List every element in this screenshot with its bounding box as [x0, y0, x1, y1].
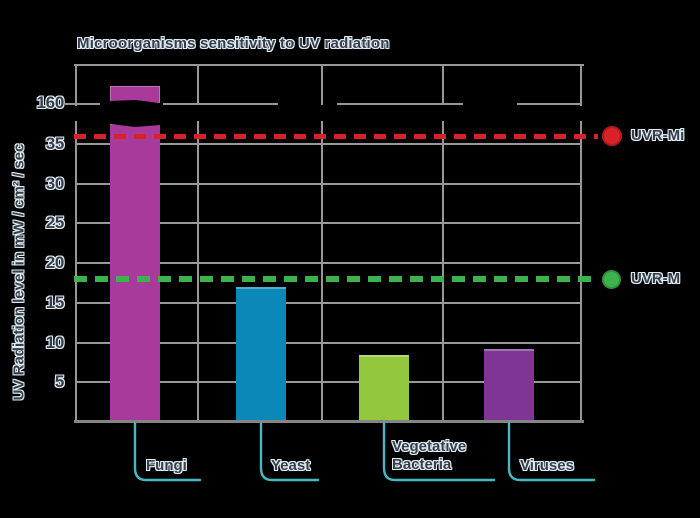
y-tick-label-30: 30	[45, 173, 65, 193]
reference-line-uvr-mi	[74, 133, 598, 139]
plot-top-border	[74, 64, 584, 66]
y-axis-upper	[75, 64, 77, 106]
bar-vegetative-bacteria	[359, 355, 409, 423]
gridline-160-segment-3	[337, 103, 463, 105]
category-label-fungi: Fungi	[146, 457, 187, 474]
gridline-y-5	[75, 381, 581, 384]
bar-fungi-lower	[110, 124, 160, 423]
gridline-160-segment-4	[517, 103, 582, 105]
vertical-gridline-3-lower	[442, 121, 444, 422]
ytick-mark-160	[65, 103, 75, 105]
vertical-gridline-1-upper	[197, 64, 199, 105]
y-tick-label-5: 5	[54, 372, 64, 392]
category-label-viruses: Viruses	[520, 457, 574, 474]
legend-marker-uvr-mi	[602, 126, 622, 147]
y-tick-label-20: 20	[45, 253, 65, 273]
vertical-gridline-2-upper	[321, 64, 323, 105]
y-tick-label-10: 10	[45, 332, 65, 352]
vertical-gridline-2-lower	[321, 121, 323, 422]
gridline-y-25	[75, 222, 581, 225]
gridline-y-20	[75, 262, 581, 265]
y-tick-label-35: 35	[45, 133, 65, 153]
y-tick-label-25: 25	[45, 213, 65, 233]
gridline-y-30	[75, 182, 581, 185]
gridline-160-segment-1	[75, 103, 100, 105]
gridline-y-35	[75, 142, 581, 145]
gridline-y-15	[75, 301, 581, 304]
y-tick-label-160: 160	[36, 93, 65, 112]
y-axis-label: UV Radiation level in mW / cm² / sec	[10, 143, 28, 401]
vertical-gridline-3-upper	[442, 64, 444, 105]
bar-yeast	[236, 286, 286, 423]
y-axis-lower	[75, 121, 77, 422]
x-axis	[74, 420, 584, 423]
legend-label-uvr-mi: UVR-Mi	[631, 127, 685, 145]
right-border-lower	[580, 121, 582, 422]
chart-title: Microorganisms sensitivity to UV radiati…	[77, 35, 390, 52]
vertical-gridline-1-lower	[197, 121, 199, 422]
legend-label-uvr-m: UVR-M	[631, 270, 681, 288]
gridline-160-segment-2	[163, 103, 278, 105]
category-label-yeast: Yeast	[271, 457, 311, 474]
legend-marker-uvr-m	[602, 269, 621, 289]
bar-viruses	[484, 348, 534, 423]
y-tick-label-15: 15	[45, 292, 65, 312]
gridline-y-10	[75, 341, 581, 344]
reference-line-uvr-m	[74, 276, 598, 283]
category-label-vegetative-bacteria: Vegetative Bacteria	[392, 438, 467, 473]
right-border-upper	[580, 64, 582, 106]
bar-fungi-upper	[110, 86, 160, 103]
